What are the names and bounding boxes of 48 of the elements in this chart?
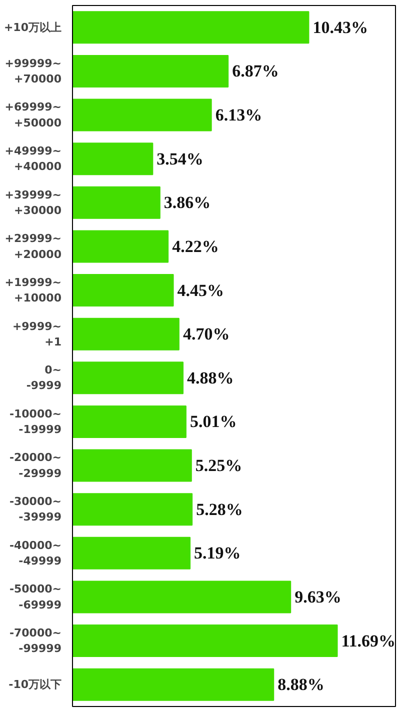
- y-tick-label: -50000~ -69999: [9, 582, 62, 612]
- y-tick-label: +19999~ +10000: [4, 276, 62, 305]
- bar: [72, 98, 212, 132]
- bar: [72, 405, 186, 438]
- bar: [72, 186, 160, 219]
- data-label: 10.43%: [312, 18, 368, 37]
- bar: [72, 362, 184, 394]
- data-label: 3.54%: [156, 149, 204, 168]
- data-label: 5.25%: [195, 456, 242, 476]
- bar: [72, 318, 180, 350]
- bar: [72, 536, 191, 570]
- data-label: 9.63%: [294, 587, 342, 606]
- bar: [72, 54, 229, 88]
- data-label: 6.13%: [215, 106, 262, 125]
- y-tick-label: +39999~ +30000: [4, 188, 62, 217]
- y-tick-label: +9999~ +1: [12, 320, 62, 348]
- data-label: 4.22%: [172, 236, 219, 256]
- y-tick-label: -20000~ -29999: [9, 451, 62, 480]
- data-label: 5.01%: [190, 412, 237, 432]
- y-tick-label: +10万以上: [4, 20, 62, 34]
- bar: [72, 668, 274, 701]
- y-tick-label: -30000~ -39999: [9, 495, 62, 524]
- y-tick-label: +99999~ +70000: [4, 56, 62, 86]
- data-label: 6.87%: [232, 62, 279, 81]
- data-label: 5.28%: [196, 500, 243, 519]
- y-tick-label: -10000~ -19999: [9, 407, 62, 436]
- bar: [72, 230, 169, 263]
- bar: [72, 580, 292, 614]
- data-label: 8.88%: [278, 675, 324, 694]
- bar: [72, 449, 192, 482]
- data-label: 4.70%: [182, 324, 230, 344]
- bar: [72, 274, 174, 307]
- y-tick-label: +49999~ +40000: [4, 144, 62, 174]
- bar: [72, 11, 310, 44]
- data-label: 4.88%: [187, 368, 234, 388]
- y-tick-label: -10万以下: [8, 678, 62, 692]
- bar: [72, 142, 154, 176]
- y-tick-label: -40000~ -49999: [9, 538, 62, 568]
- data-label: 11.69%: [341, 631, 396, 650]
- bar: [72, 624, 338, 658]
- data-label: 3.86%: [164, 193, 211, 212]
- y-tick-label: -70000~ -99999: [9, 626, 62, 656]
- data-label: 4.45%: [177, 280, 224, 300]
- y-tick-label: +29999~ +20000: [4, 232, 62, 261]
- y-tick-label: 0~ -9999: [26, 364, 62, 392]
- y-tick-label: +69999~ +50000: [4, 100, 62, 130]
- bar: [72, 493, 193, 526]
- data-label: 5.19%: [194, 544, 241, 563]
